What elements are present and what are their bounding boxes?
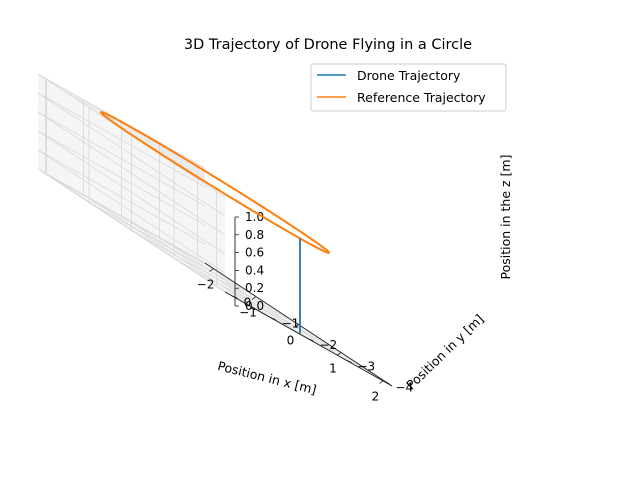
x-tick-mark — [251, 296, 257, 300]
z-tick-label: 0.8 — [245, 228, 264, 242]
data-series — [99, 111, 331, 334]
grid-line-z — [37, 130, 226, 255]
z-tick-label: 0.2 — [245, 281, 264, 295]
y-tick-label: −3 — [357, 359, 375, 373]
grid-line-z — [37, 149, 226, 274]
legend-box — [310, 63, 507, 112]
grid-line-z — [37, 92, 226, 217]
z-tick-label: 1.0 — [245, 210, 264, 224]
y-tick-mark — [346, 359, 352, 363]
y-tick-label: −4 — [395, 381, 413, 395]
y-tick-mark — [384, 381, 390, 385]
y-tick-mark — [232, 295, 238, 299]
chart-title: 3D Trajectory of Drone Flying in a Circl… — [184, 37, 472, 53]
x-tick-label: −1 — [239, 306, 257, 320]
y-tick-label: 0 — [244, 295, 252, 309]
z-tick-label: 0.0 — [245, 299, 264, 313]
y-tick-label: −2 — [320, 338, 338, 352]
x-tick-label: −2 — [197, 278, 215, 292]
x-tick-mark — [336, 352, 342, 356]
y-tick-label: −1 — [282, 317, 300, 331]
x-tick-label: 2 — [372, 389, 380, 403]
x-tick-mark — [209, 268, 214, 272]
axes-panes — [38, 74, 392, 386]
x-tick-mark — [379, 380, 384, 384]
y-tick-mark — [270, 317, 276, 321]
grid-line-z — [37, 168, 226, 293]
y-axis-label: Position in y [m] — [403, 311, 486, 392]
x-tick-label: 1 — [329, 361, 337, 375]
y-tick-mark — [308, 338, 314, 342]
legend: Drone Trajectory Reference Trajectory — [310, 63, 507, 112]
z-tick-label: 0.6 — [245, 246, 264, 260]
x-tick-label: 0 — [287, 334, 295, 348]
grid-lines — [37, 73, 385, 383]
z-axis-label: Position in the z [m] — [498, 155, 513, 280]
reference-trajectory-line — [99, 111, 331, 254]
grid-line-y — [196, 163, 385, 383]
legend-label-reference: Reference Trajectory — [357, 90, 486, 105]
z-tick-label: 0.4 — [245, 263, 264, 277]
x-tick-mark — [294, 324, 299, 328]
x-axis-label: Position in x [m] — [216, 358, 318, 397]
grid-line-z — [37, 111, 226, 236]
legend-label-drone: Drone Trajectory — [357, 68, 461, 83]
